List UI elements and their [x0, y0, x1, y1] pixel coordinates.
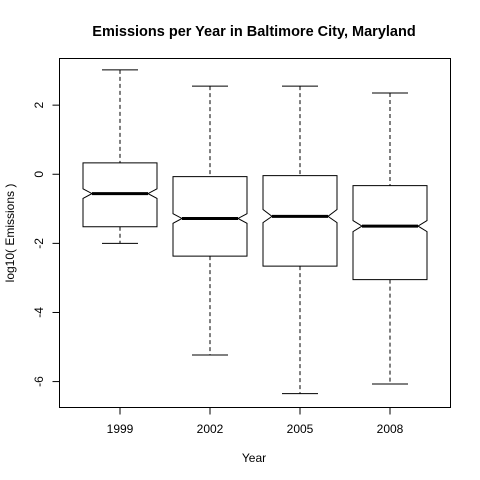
box-1999: [82, 69, 158, 244]
y-axis: -6 -4 -2 0 2: [32, 101, 60, 387]
x-tick-label: 2002: [197, 422, 224, 436]
x-axis: 1999 2002 2005 2008: [107, 407, 404, 436]
y-tick-label: 0: [32, 171, 46, 178]
box-2005: [262, 85, 338, 395]
x-tick-label: 1999: [107, 422, 134, 436]
y-tick-label: 2: [32, 101, 46, 108]
box-2002: [172, 85, 248, 356]
x-tick-label: 2008: [377, 422, 404, 436]
chart-title: Emissions per Year in Baltimore City, Ma…: [92, 24, 415, 40]
y-tick-label: -6: [32, 376, 46, 387]
x-tick-label: 2005: [287, 422, 314, 436]
box-2008: [352, 92, 428, 385]
y-axis-label: log10( Emissions ): [3, 184, 17, 283]
y-tick-label: -2: [32, 238, 46, 249]
notched-box: [172, 176, 248, 257]
boxes: [82, 69, 428, 395]
y-tick-label: -4: [32, 307, 46, 318]
notched-box: [262, 175, 338, 267]
notched-box: [352, 185, 428, 281]
x-axis-label: Year: [242, 451, 266, 465]
notched-box: [82, 162, 158, 228]
